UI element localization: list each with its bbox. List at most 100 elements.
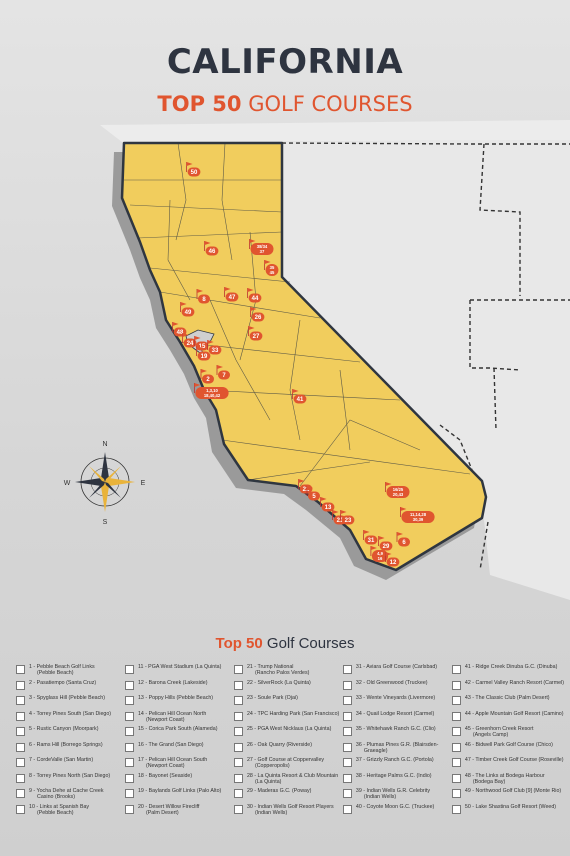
course-marker[interactable]: 5 bbox=[306, 486, 320, 501]
course-marker[interactable]: 41 bbox=[292, 389, 307, 404]
marker-label: 45 bbox=[270, 270, 275, 275]
course-checkbox[interactable] bbox=[16, 727, 25, 736]
course-checkbox[interactable] bbox=[233, 789, 243, 798]
course-marker[interactable]: 26 bbox=[250, 307, 265, 322]
course-marker[interactable]: 27 bbox=[248, 326, 263, 341]
course-checkbox[interactable] bbox=[342, 758, 352, 767]
flag-icon bbox=[224, 287, 231, 291]
course-checkbox[interactable] bbox=[124, 696, 134, 705]
course-checkbox[interactable] bbox=[16, 773, 25, 783]
course-checkbox[interactable] bbox=[233, 804, 243, 814]
course-checkbox[interactable] bbox=[233, 711, 243, 721]
course-list-item: 27 - Golf Course at Coppervalley (Coppero… bbox=[233, 757, 341, 773]
course-checkbox[interactable] bbox=[451, 742, 461, 752]
course-text: 43 - The Classic Club (Palm Desert) bbox=[465, 695, 550, 701]
course-checkbox[interactable] bbox=[342, 696, 352, 705]
course-marker[interactable]: 29 bbox=[378, 536, 393, 551]
course-checkbox[interactable] bbox=[124, 789, 134, 798]
course-checkbox[interactable] bbox=[233, 758, 243, 767]
course-marker[interactable]: 8 bbox=[196, 289, 210, 304]
course-checkbox[interactable] bbox=[451, 711, 461, 721]
course-checkbox[interactable] bbox=[342, 789, 352, 798]
course-marker[interactable]: 24 bbox=[182, 333, 197, 348]
course-checkbox[interactable] bbox=[342, 727, 352, 736]
course-list-item: 28 - La Quinta Resort & Club Mountain (La… bbox=[233, 773, 341, 789]
course-checkbox[interactable] bbox=[342, 711, 352, 721]
course-marker[interactable]: 49 bbox=[180, 302, 195, 317]
course-checkbox[interactable] bbox=[451, 680, 461, 690]
marker-badge bbox=[308, 491, 320, 501]
marker-label: 15 bbox=[199, 344, 206, 350]
course-marker[interactable]: 19 bbox=[196, 346, 211, 361]
course-checkbox[interactable] bbox=[124, 711, 134, 721]
flag-icon bbox=[197, 289, 203, 293]
course-checkbox[interactable] bbox=[124, 773, 134, 783]
course-checkbox[interactable] bbox=[16, 711, 25, 721]
course-marker[interactable]: 33 bbox=[207, 340, 222, 355]
course-checkbox[interactable] bbox=[16, 804, 25, 814]
course-checkbox[interactable] bbox=[451, 696, 461, 705]
marker-badge bbox=[371, 550, 389, 562]
course-checkbox[interactable] bbox=[16, 789, 25, 798]
course-checkbox[interactable] bbox=[233, 742, 243, 752]
course-marker[interactable]: 50 bbox=[186, 162, 201, 177]
course-checkbox[interactable] bbox=[342, 680, 352, 690]
course-marker[interactable]: 12 bbox=[385, 552, 400, 567]
course-checkbox[interactable] bbox=[451, 727, 461, 736]
course-marker[interactable]: 2 bbox=[200, 369, 214, 384]
course-checkbox[interactable] bbox=[233, 665, 243, 674]
course-marker[interactable]: 23 bbox=[340, 510, 355, 525]
course-checkbox[interactable] bbox=[451, 804, 461, 814]
course-name: 14 - Pelican Hill Ocean North bbox=[137, 710, 207, 717]
course-name: 27 - Golf Course at Coppervalley bbox=[246, 757, 325, 763]
course-checkbox[interactable] bbox=[124, 727, 134, 736]
course-marker[interactable]: 31 bbox=[363, 530, 378, 545]
course-checkbox[interactable] bbox=[342, 742, 352, 752]
course-text: 32 - Old Greenwood (Truckee) bbox=[356, 680, 428, 686]
course-marker[interactable]: 4,916 bbox=[370, 546, 389, 562]
marker-badge bbox=[205, 246, 219, 256]
course-checkbox[interactable] bbox=[16, 665, 25, 674]
course-checkbox[interactable] bbox=[342, 804, 352, 814]
course-text: 37 - Grizzly Ranch G.C. (Portola) bbox=[356, 757, 434, 763]
course-name: 46 - Bidwell Park Golf Course (Chico) bbox=[464, 741, 553, 748]
course-list-item: 26 - Oak Quarry (Riverside) bbox=[233, 742, 341, 758]
course-checkbox[interactable] bbox=[233, 680, 243, 690]
course-marker[interactable]: 47 bbox=[224, 287, 239, 302]
course-checkbox[interactable] bbox=[124, 742, 134, 752]
course-checkbox[interactable] bbox=[451, 758, 461, 767]
course-checkbox[interactable] bbox=[124, 665, 134, 674]
course-checkbox[interactable] bbox=[451, 773, 461, 783]
course-marker[interactable]: 6 bbox=[396, 532, 410, 547]
course-checkbox[interactable] bbox=[342, 773, 352, 783]
course-checkbox[interactable] bbox=[342, 665, 352, 674]
course-checkbox[interactable] bbox=[451, 665, 461, 674]
course-list-item: 3 - Spyglass Hill (Pebble Beach) bbox=[16, 695, 123, 711]
course-checkbox[interactable] bbox=[233, 727, 243, 736]
course-checkbox[interactable] bbox=[124, 758, 134, 767]
course-checkbox[interactable] bbox=[16, 696, 25, 705]
course-checkbox[interactable] bbox=[16, 758, 25, 767]
course-checkbox[interactable] bbox=[451, 789, 461, 798]
course-marker[interactable]: 13 bbox=[320, 497, 335, 512]
course-checkbox[interactable] bbox=[16, 742, 25, 752]
course-checkbox[interactable] bbox=[124, 804, 134, 814]
course-checkbox[interactable] bbox=[233, 773, 243, 783]
course-checkbox[interactable] bbox=[233, 696, 243, 705]
course-marker[interactable]: 7 bbox=[216, 365, 230, 380]
course-checkbox[interactable] bbox=[124, 680, 134, 690]
course-name: 45 - Greenhorn Creek Resort bbox=[464, 726, 534, 732]
flag-icon bbox=[292, 389, 299, 393]
course-checkbox[interactable] bbox=[16, 680, 25, 690]
course-name: 50 - Lake Shastina Golf Resort (Weed) bbox=[464, 803, 557, 810]
course-name: 6 - Rams Hill (Borrego Springs) bbox=[29, 741, 103, 748]
course-marker[interactable]: 44 bbox=[247, 288, 262, 303]
course-marker[interactable]: 46 bbox=[204, 241, 219, 256]
